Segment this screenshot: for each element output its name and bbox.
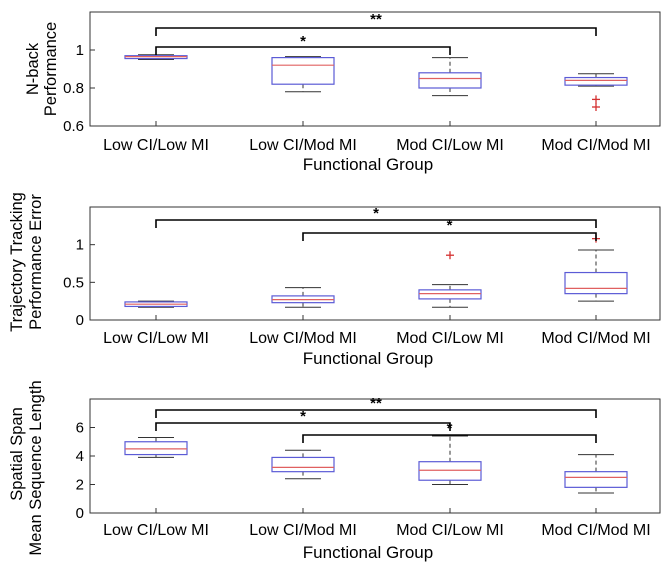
significance-bracket: ** (155, 395, 597, 418)
significance-label: * (300, 33, 306, 50)
nback-performance-panel: N-back Performance Functional Group 0.6 0… (24, 11, 661, 174)
iqr-box (564, 271, 628, 295)
nback-ylabel-line-1: N-back (24, 42, 42, 95)
boxplot-1 (271, 56, 335, 93)
significance-label: * (373, 205, 379, 222)
significance-label: ** (370, 11, 382, 28)
xtick-label: Low CI/Low MI (103, 330, 209, 347)
trajectory-error-panel: Trajectory Tracking Performance Error Fu… (8, 192, 661, 368)
significance-bracket: * (155, 205, 597, 228)
significance-label: * (447, 420, 453, 437)
boxplot-2 (418, 435, 482, 485)
spatial-plot-area (89, 398, 661, 514)
trajectory-ylabel-line-1: Trajectory Tracking (8, 192, 26, 332)
iqr-box (271, 56, 335, 85)
nback-ylabel-line-2: Performance (42, 22, 60, 116)
iqr-box (564, 76, 628, 86)
spatial-ylabel-line-1: Spatial Span (8, 407, 26, 501)
boxplot-1 (271, 287, 335, 308)
boxplot-3 (564, 454, 628, 494)
xtick-label: Low CI/Mod MI (249, 137, 357, 154)
ytick-label: 6 (76, 420, 84, 437)
xtick-label: Low CI/Low MI (103, 137, 209, 154)
outlier-marker (446, 251, 454, 260)
trajectory-ylabel-line-2: Performance Error (27, 194, 45, 330)
xtick-label: Mod CI/Mod MI (541, 522, 650, 539)
significance-label: ** (370, 395, 382, 412)
xtick-label: Mod CI/Low MI (396, 137, 504, 154)
xtick-label: Mod CI/Mod MI (541, 330, 650, 347)
significance-bracket: * (302, 217, 597, 241)
boxplot-1 (271, 449, 335, 480)
xtick-label: Mod CI/Low MI (396, 330, 504, 347)
iqr-box (271, 456, 335, 473)
iqr-box (124, 441, 188, 456)
xtick-label: Low CI/Mod MI (249, 522, 357, 539)
ytick-label: 0 (76, 505, 84, 522)
boxplot-2 (418, 251, 482, 308)
iqr-box (418, 461, 482, 481)
iqr-box (418, 289, 482, 300)
boxplot-0 (124, 54, 188, 60)
ytick-label: 1 (76, 237, 84, 254)
spatial-span-panel: Spatial Span Mean Sequence Length Functi… (8, 380, 661, 562)
trajectory-plot-area (89, 206, 661, 321)
significance-bracket: * (302, 420, 597, 443)
ytick-label: 0.8 (63, 80, 84, 97)
boxplot-3 (564, 73, 628, 111)
outlier-marker (592, 95, 600, 104)
iqr-box (564, 471, 628, 488)
ytick-label: 0.5 (63, 274, 84, 291)
significance-label: * (300, 408, 306, 425)
significance-label: * (447, 217, 453, 234)
ytick-label: 0 (76, 312, 84, 329)
spatial-ylabel-line-2: Mean Sequence Length (27, 380, 45, 555)
significance-bracket: * (155, 33, 451, 55)
boxplot-0 (124, 436, 188, 458)
ytick-label: 0.6 (63, 118, 84, 135)
xtick-label: Mod CI/Mod MI (541, 137, 650, 154)
significance-bracket: * (155, 408, 451, 431)
ytick-label: 2 (76, 477, 84, 494)
boxplot-0 (124, 300, 188, 308)
significance-bracket: ** (155, 11, 597, 36)
iqr-box (418, 72, 482, 89)
outlier-marker (592, 103, 600, 111)
ytick-label: 1 (76, 42, 84, 59)
ytick-label: 4 (76, 448, 84, 465)
trajectory-xlabel: Functional Group (303, 349, 433, 368)
xtick-label: Low CI/Low MI (103, 522, 209, 539)
nback-plot-area (89, 11, 661, 127)
boxplot-2 (418, 57, 482, 97)
xtick-label: Mod CI/Low MI (396, 522, 504, 539)
nback-xlabel: Functional Group (303, 155, 433, 174)
xtick-label: Low CI/Mod MI (249, 330, 357, 347)
spatial-xlabel: Functional Group (303, 543, 433, 562)
